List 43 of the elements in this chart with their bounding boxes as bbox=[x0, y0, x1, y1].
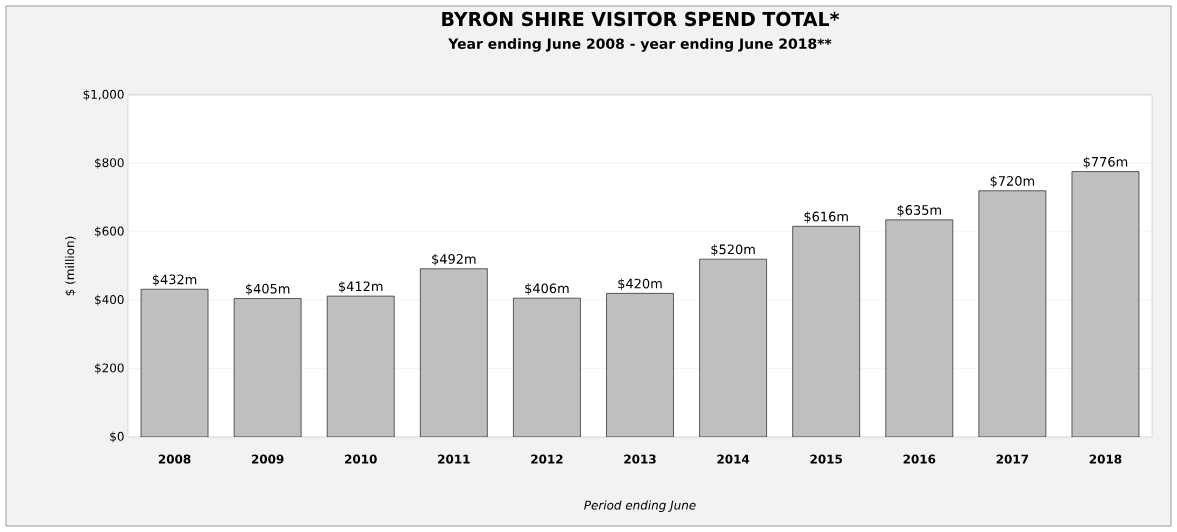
y-tick-label: $800 bbox=[95, 157, 124, 169]
data-label: $412m bbox=[339, 281, 383, 293]
data-label: $776m bbox=[1083, 156, 1128, 169]
chart-subtitle: Year ending June 2008 - year ending June 2018** bbox=[448, 38, 832, 52]
bar bbox=[978, 190, 1046, 437]
chart-title: BYRON SHIRE VISITOR SPEND TOTAL* bbox=[442, 11, 840, 27]
data-label: $492m bbox=[432, 253, 476, 266]
bar bbox=[606, 293, 674, 437]
x-tick-label: 2008 bbox=[158, 454, 191, 464]
data-label: $420m bbox=[618, 278, 662, 291]
bar bbox=[327, 296, 395, 437]
bar bbox=[234, 298, 302, 437]
bar bbox=[1071, 171, 1140, 437]
x-tick-label: 2013 bbox=[624, 454, 656, 464]
bar bbox=[141, 289, 209, 437]
x-tick-label: 2018 bbox=[1089, 454, 1122, 464]
x-tick-label: 2010 bbox=[345, 454, 377, 464]
x-tick-label: 2016 bbox=[903, 454, 936, 464]
bar bbox=[885, 219, 953, 437]
x-tick-label: 2014 bbox=[717, 454, 750, 464]
data-label: $520m bbox=[711, 244, 755, 256]
x-tick-label: 2017 bbox=[996, 454, 1029, 464]
data-label: $432m bbox=[152, 274, 197, 287]
y-tick-label: $200 bbox=[95, 363, 124, 375]
data-label: $616m bbox=[804, 211, 848, 224]
bar bbox=[792, 226, 860, 437]
bar bbox=[420, 268, 488, 437]
bar bbox=[513, 298, 581, 437]
bar bbox=[699, 259, 767, 437]
x-axis-title: Period ending June bbox=[584, 500, 696, 512]
x-tick-label: 2012 bbox=[531, 454, 563, 464]
data-label: $405m bbox=[245, 283, 290, 296]
x-tick-label: 2011 bbox=[438, 454, 470, 464]
data-label: $720m bbox=[990, 175, 1035, 188]
y-tick-label: $400 bbox=[95, 294, 124, 306]
y-tick-label: $0 bbox=[110, 431, 124, 443]
x-tick-label: 2009 bbox=[251, 454, 284, 464]
y-tick-label: $1,000 bbox=[83, 89, 124, 101]
data-label: $635m bbox=[897, 204, 941, 217]
y-axis-title: $ (million) bbox=[64, 236, 76, 296]
data-label: $406m bbox=[525, 283, 569, 295]
y-tick-label: $600 bbox=[95, 226, 124, 238]
x-tick-label: 2015 bbox=[810, 454, 842, 464]
